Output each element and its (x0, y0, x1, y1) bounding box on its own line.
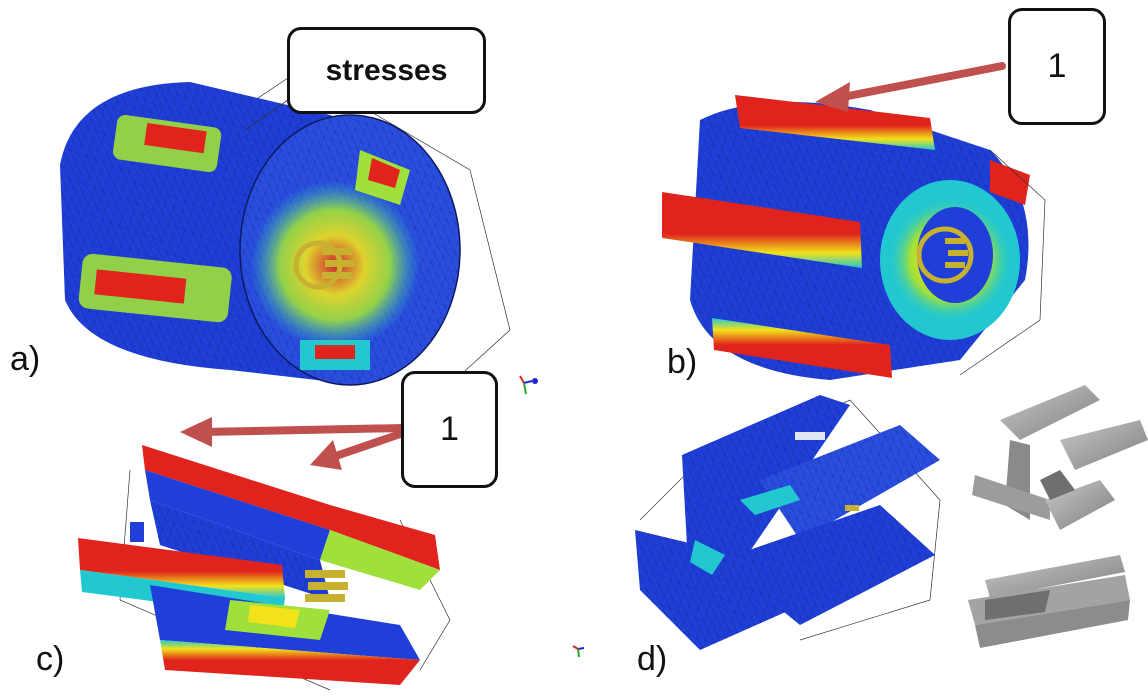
axis-triad-icon (519, 375, 538, 395)
panel-c-model (78, 445, 451, 691)
panel-label-a: a) (10, 340, 41, 378)
callout-number-b: 1 (1008, 8, 1106, 125)
stresses-callout: stresses (287, 27, 486, 114)
panel-d-gray-parts-bottom (968, 555, 1130, 648)
panel-d-model (635, 395, 941, 650)
panel-label-d: d) (637, 640, 668, 678)
arrow-b (815, 62, 1006, 112)
arrows-c (180, 417, 410, 470)
panel-d-gray-parts-top (972, 385, 1148, 530)
axis-triad-icon (572, 645, 585, 658)
panel-label-c: c) (36, 640, 65, 678)
panel-b-model (662, 95, 1046, 380)
panel-a-model (60, 69, 511, 386)
callout-number-c: 1 (401, 371, 498, 488)
panel-label-b: b) (667, 343, 698, 381)
